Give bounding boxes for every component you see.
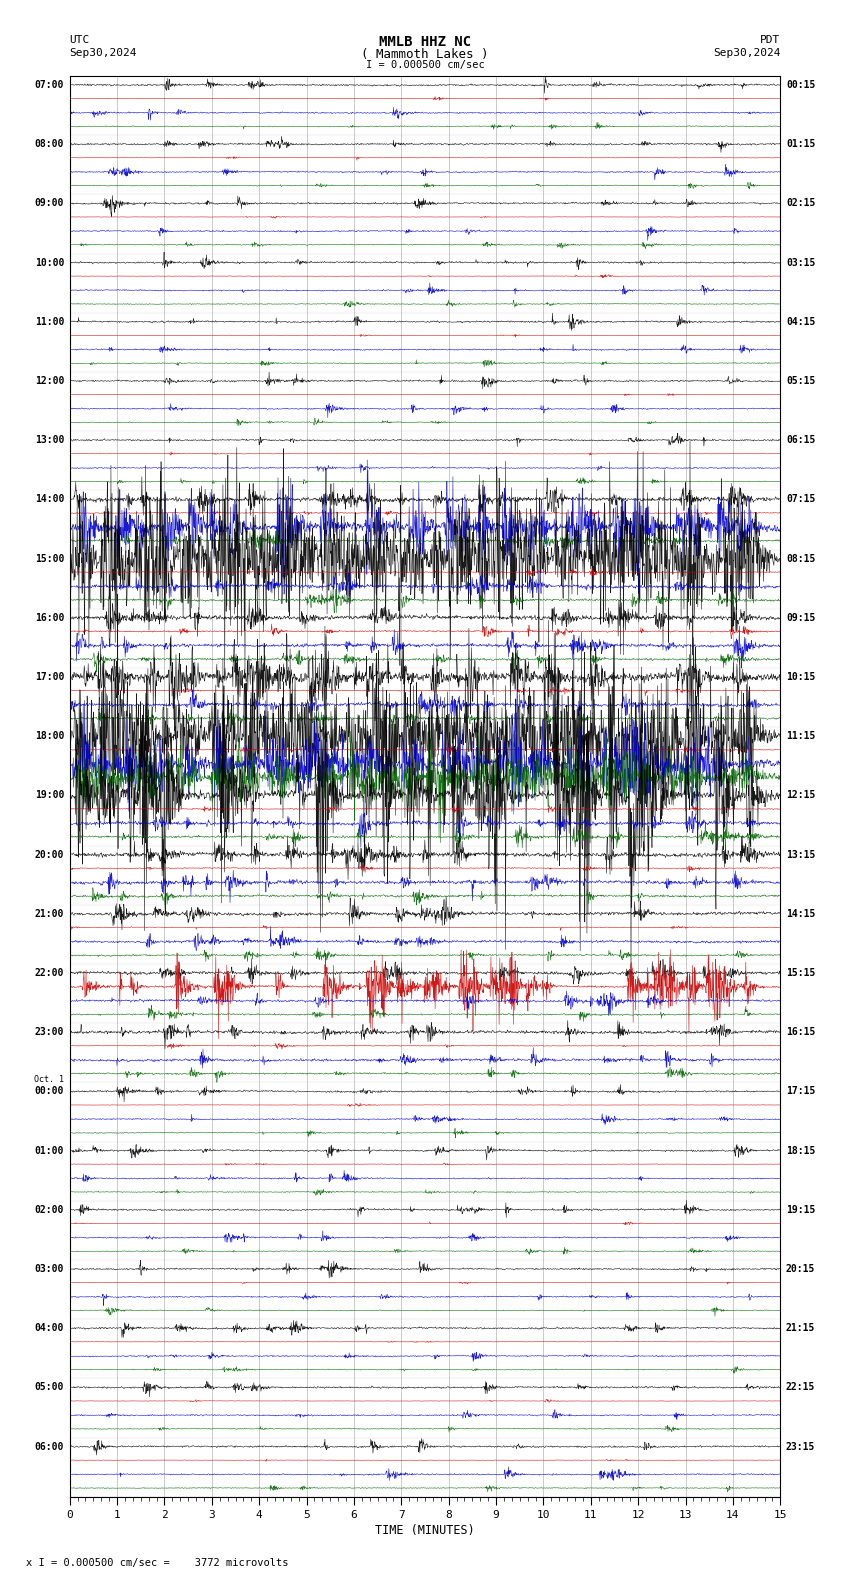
Text: 08:15: 08:15 <box>786 553 815 564</box>
Text: 11:00: 11:00 <box>35 317 64 326</box>
Text: 13:15: 13:15 <box>786 849 815 860</box>
Text: 16:15: 16:15 <box>786 1026 815 1038</box>
Text: 10:00: 10:00 <box>35 258 64 268</box>
Text: 10:15: 10:15 <box>786 672 815 683</box>
Text: 01:00: 01:00 <box>35 1145 64 1156</box>
Text: 04:15: 04:15 <box>786 317 815 326</box>
Text: 13:00: 13:00 <box>35 436 64 445</box>
Text: 18:00: 18:00 <box>35 732 64 741</box>
Text: 22:15: 22:15 <box>786 1383 815 1392</box>
X-axis label: TIME (MINUTES): TIME (MINUTES) <box>375 1524 475 1536</box>
Text: 06:00: 06:00 <box>35 1441 64 1451</box>
Text: 23:15: 23:15 <box>786 1441 815 1451</box>
Text: 05:15: 05:15 <box>786 375 815 386</box>
Text: 20:00: 20:00 <box>35 849 64 860</box>
Text: 14:15: 14:15 <box>786 909 815 919</box>
Text: 17:00: 17:00 <box>35 672 64 683</box>
Text: 20:15: 20:15 <box>786 1264 815 1274</box>
Text: 16:00: 16:00 <box>35 613 64 623</box>
Text: 09:15: 09:15 <box>786 613 815 623</box>
Text: 04:00: 04:00 <box>35 1323 64 1334</box>
Text: 02:00: 02:00 <box>35 1205 64 1215</box>
Text: ( Mammoth Lakes ): ( Mammoth Lakes ) <box>361 48 489 60</box>
Text: 17:15: 17:15 <box>786 1087 815 1096</box>
Text: 21:00: 21:00 <box>35 909 64 919</box>
Text: x I = 0.000500 cm/sec =    3772 microvolts: x I = 0.000500 cm/sec = 3772 microvolts <box>26 1559 288 1568</box>
Text: 00:15: 00:15 <box>786 79 815 90</box>
Text: 01:15: 01:15 <box>786 139 815 149</box>
Text: UTC: UTC <box>70 35 90 44</box>
Text: I = 0.000500 cm/sec: I = 0.000500 cm/sec <box>366 60 484 70</box>
Text: 08:00: 08:00 <box>35 139 64 149</box>
Text: Sep30,2024: Sep30,2024 <box>713 48 780 57</box>
Text: 19:00: 19:00 <box>35 790 64 800</box>
Text: 03:00: 03:00 <box>35 1264 64 1274</box>
Text: 03:15: 03:15 <box>786 258 815 268</box>
Text: 06:15: 06:15 <box>786 436 815 445</box>
Text: 11:15: 11:15 <box>786 732 815 741</box>
Text: 14:00: 14:00 <box>35 494 64 504</box>
Text: 15:00: 15:00 <box>35 553 64 564</box>
Text: 15:15: 15:15 <box>786 968 815 977</box>
Text: 18:15: 18:15 <box>786 1145 815 1156</box>
Text: 23:00: 23:00 <box>35 1026 64 1038</box>
Text: Oct. 1: Oct. 1 <box>34 1076 64 1083</box>
Text: 21:15: 21:15 <box>786 1323 815 1334</box>
Text: PDT: PDT <box>760 35 780 44</box>
Text: 05:00: 05:00 <box>35 1383 64 1392</box>
Text: 07:00: 07:00 <box>35 79 64 90</box>
Text: 22:00: 22:00 <box>35 968 64 977</box>
Text: 12:15: 12:15 <box>786 790 815 800</box>
Text: 00:00: 00:00 <box>35 1087 64 1096</box>
Text: 07:15: 07:15 <box>786 494 815 504</box>
Text: Sep30,2024: Sep30,2024 <box>70 48 137 57</box>
Text: MMLB HHZ NC: MMLB HHZ NC <box>379 35 471 49</box>
Text: 12:00: 12:00 <box>35 375 64 386</box>
Text: 02:15: 02:15 <box>786 198 815 209</box>
Text: 19:15: 19:15 <box>786 1205 815 1215</box>
Text: 09:00: 09:00 <box>35 198 64 209</box>
